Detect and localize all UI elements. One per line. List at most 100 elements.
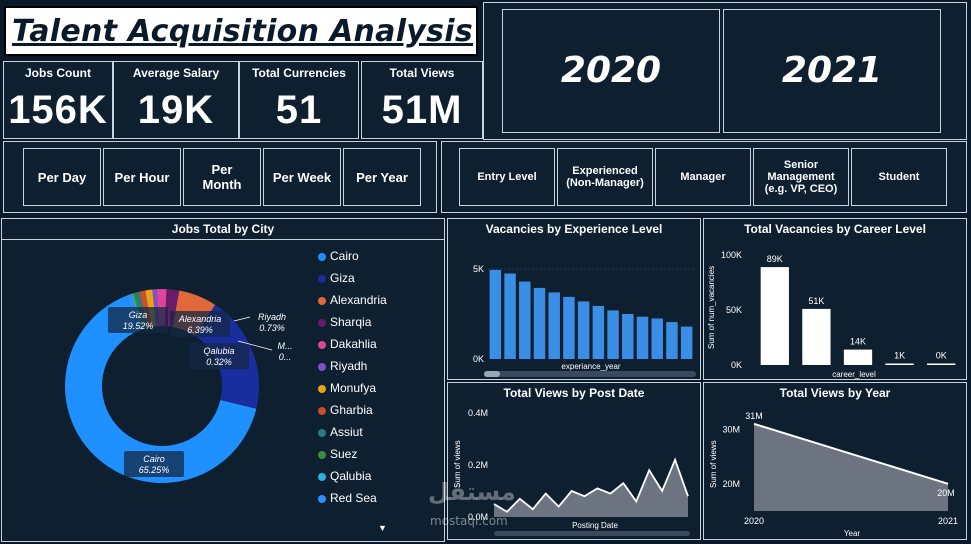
bar[interactable] — [548, 292, 560, 359]
kpi-card-total-currencies: Total Currencies 51 — [239, 61, 359, 139]
chart-title: Total Vacancies by Career Level — [744, 222, 926, 236]
y-tick: 30M — [722, 424, 740, 434]
slice-label-city: Giza — [129, 310, 148, 320]
x-tick: 2021 — [938, 516, 958, 526]
per-year-button[interactable]: Per Year — [343, 148, 421, 206]
bar[interactable] — [563, 296, 575, 359]
legend-item-assiut[interactable]: Assiut — [318, 425, 363, 439]
kpi-value: 51M — [381, 88, 463, 132]
x-axis-title: experiance_year — [561, 362, 620, 371]
per-day-button[interactable]: Per Day — [23, 148, 101, 206]
y-axis-title: Sum of num_vacancies — [707, 266, 716, 349]
bar-value-label: 14K — [850, 337, 866, 347]
experienced-button[interactable]: Experienced (Non-Manager) — [557, 148, 653, 206]
bar[interactable] — [636, 316, 649, 359]
legend-item-red-sea[interactable]: Red Sea — [318, 491, 377, 505]
bar-value-label: 0K — [936, 351, 947, 361]
horizontal-scrollbar[interactable] — [484, 371, 696, 377]
slice-label-city: M... — [278, 341, 293, 351]
year-label: 2020 — [560, 50, 662, 91]
year-area-chart: 30M 20M 31M 20M 2020 2021 Sum of views Year — [709, 411, 958, 538]
legend-label: Alexandria — [330, 293, 387, 307]
bar[interactable] — [802, 308, 831, 365]
dashboard-title: Talent Acquisition Analysis — [12, 14, 474, 49]
student-button[interactable]: Student — [851, 148, 947, 206]
legend-item-riyadh[interactable]: Riyadh — [318, 359, 367, 373]
bar[interactable] — [760, 267, 789, 365]
legend-dot-icon — [318, 252, 326, 261]
legend-label: Gharbia — [330, 403, 373, 417]
legend-item-alexandria[interactable]: Alexandria — [318, 293, 387, 307]
year-button-2020[interactable]: 2020 — [502, 9, 720, 133]
year-button-2021[interactable]: 2021 — [723, 9, 941, 133]
bar[interactable] — [533, 287, 546, 359]
legend-item-giza[interactable]: Giza — [318, 271, 355, 285]
y-axis-title: Sum of views — [709, 440, 718, 488]
y-tick: 0.0M — [468, 512, 488, 522]
scrollbar-thumb[interactable] — [484, 371, 500, 377]
bar[interactable] — [577, 301, 590, 359]
x-axis-title: Year — [844, 529, 861, 538]
career-bar-chart: 100K 50K 0K 89K 51K 14K 1K 0K Sum of num_vacanci… — [707, 250, 956, 379]
legend-item-dakahlia[interactable]: Dakahlia — [318, 337, 377, 351]
bar[interactable] — [519, 281, 531, 359]
legend-item-cairo[interactable]: Cairo — [318, 249, 359, 263]
watermark-logo: مستقل — [428, 478, 516, 506]
bar[interactable] — [885, 363, 914, 366]
legend-dot-icon — [318, 318, 326, 327]
bar[interactable] — [680, 326, 693, 359]
watermark-url: mostaql.com — [430, 514, 508, 528]
bar[interactable] — [504, 273, 516, 360]
kpi-card-total-views: Total Views 51M — [361, 61, 483, 139]
legend-item-suez[interactable]: Suez — [318, 447, 357, 461]
legend-item-monufya[interactable]: Monufya — [318, 381, 376, 395]
senior-management-button[interactable]: Senior Management (e.g. VP, CEO) — [753, 148, 849, 206]
legend-dot-icon — [318, 450, 326, 459]
slice-label-pct: 19.52% — [123, 321, 154, 331]
legend-label: Qalubia — [330, 469, 372, 483]
legend-scroll-down-icon[interactable]: ▼ — [378, 523, 387, 533]
bar[interactable] — [622, 314, 634, 359]
legend-item-qalubia[interactable]: Qalubia — [318, 469, 371, 483]
slice-label-city: Qalubia — [203, 346, 234, 356]
slice-label-city: Alexandria — [178, 314, 222, 324]
bar[interactable] — [592, 305, 605, 359]
bar-value-label: 89K — [767, 254, 783, 264]
x-axis-title: career_level — [832, 370, 876, 379]
per-month-button[interactable]: Per Month — [183, 148, 261, 206]
per-hour-button[interactable]: Per Hour — [103, 148, 181, 206]
legend-label: Monufya — [330, 381, 377, 395]
bar[interactable] — [489, 269, 502, 359]
bar[interactable] — [927, 363, 956, 366]
legend-item-gharbia[interactable]: Gharbia — [318, 403, 373, 417]
slice-sharqia[interactable] — [164, 289, 180, 327]
legend-label: Giza — [330, 271, 355, 285]
y-tick: 0.4M — [468, 408, 488, 418]
y-tick: 5K — [473, 264, 484, 274]
series-line[interactable] — [493, 457, 689, 513]
legend-item-sharqia[interactable]: Sharqia — [318, 315, 371, 329]
entry-level-button[interactable]: Entry Level — [459, 148, 555, 206]
slice-cairo[interactable] — [65, 295, 257, 483]
bar[interactable] — [607, 310, 619, 359]
vacancies-by-career-panel: Total Vacancies by Career Level 100K 50K 0… — [703, 218, 967, 380]
kpi-label: Total Currencies — [252, 66, 346, 80]
bar[interactable] — [843, 349, 873, 365]
point-value-label: 20M — [937, 488, 955, 498]
post-date-area-chart: 0.4M 0.2M 0.0M Sum of views Posting Date — [453, 408, 690, 536]
bar[interactable] — [651, 318, 663, 360]
legend-dot-icon — [318, 428, 326, 437]
series-line[interactable] — [753, 422, 949, 485]
manager-button[interactable]: Manager — [655, 148, 751, 206]
horizontal-scrollbar[interactable] — [494, 531, 690, 536]
vacancies-by-experience-panel: Vacancies by Experience Level 5K 0K experi… — [447, 218, 701, 380]
bar[interactable] — [666, 322, 678, 359]
slice-label-pct: 0... — [279, 352, 292, 362]
area-fill — [494, 459, 688, 517]
per-week-button[interactable]: Per Week — [263, 148, 341, 206]
donut-chart: Cairo65.25%Giza19.52%Alexandria6.39%Riya… — [65, 289, 293, 483]
views-by-year-panel: Total Views by Year 30M 20M 31M 20M 2020 2021… — [703, 382, 967, 540]
